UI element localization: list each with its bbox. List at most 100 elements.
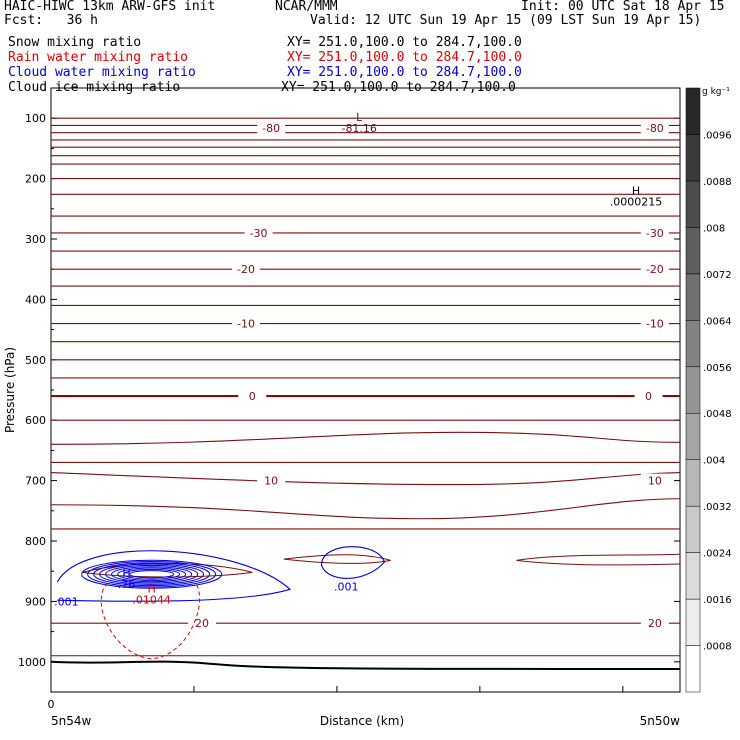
isotherm-label-bg	[187, 616, 216, 630]
cloud-water-contour-right	[320, 546, 385, 579]
colorbar-segment	[685, 645, 701, 693]
colorbar-segment	[685, 227, 701, 275]
isotherm-line	[50, 622, 681, 624]
cloud-water-core-contour	[81, 559, 223, 589]
colorbar-segment	[685, 134, 701, 182]
colorbar-segment	[685, 459, 701, 507]
cloud-water-core-contour	[117, 567, 187, 581]
isotherm-label-bg	[244, 225, 273, 239]
field-xy-snow: XY= 251.0,100.0 to 284.7,100.0	[287, 35, 522, 50]
y-tick-label: 1000	[18, 656, 46, 669]
colorbar-label: .0016	[703, 595, 732, 606]
isotherm-label-bg	[257, 473, 286, 487]
isotherm-line	[50, 285, 681, 287]
isotherm-line	[50, 461, 681, 464]
colorbar-segment	[685, 598, 701, 646]
isotherm-line	[50, 377, 681, 379]
colorbar-segment	[685, 505, 701, 553]
isotherm-line	[50, 268, 681, 271]
terrain-line	[50, 660, 681, 671]
isotherm-label: -20	[237, 263, 255, 276]
y-tick-label: 800	[25, 535, 46, 548]
cloud-water-core-contour	[93, 562, 211, 587]
cloud-water-core-contour	[123, 568, 181, 580]
isotherm-label: -30	[250, 227, 268, 240]
isotherm-line	[50, 419, 681, 422]
isotherm-label: 0	[645, 390, 652, 403]
colorbar-label: .0064	[703, 316, 732, 327]
isotherm-line	[50, 117, 681, 120]
colorbar-label: .0072	[703, 270, 732, 281]
colorbar-label: .008	[703, 223, 725, 234]
extremum-symbol: H	[147, 582, 155, 595]
isotherm-line	[50, 215, 681, 217]
y-axis-label: Pressure (hPa)	[3, 347, 17, 433]
isotherm-line	[50, 177, 681, 180]
colorbar-label: .0056	[703, 363, 732, 374]
y-tick-label: 100	[25, 112, 46, 125]
colorbar-label: .0008	[703, 642, 732, 653]
cloud-water-core-contour	[87, 561, 217, 588]
isotherm-label: -30	[646, 227, 664, 240]
extremum-value: .0000215	[610, 195, 663, 208]
isotherm-label: -80	[262, 122, 280, 135]
isotherm-line	[50, 232, 681, 234]
field-xy-rain: XY= 251.0,100.0 to 284.7,100.0	[287, 50, 522, 65]
isotherm-label-bg	[640, 262, 669, 276]
colorbar-unit: g kg⁻¹	[702, 87, 730, 97]
model-title: HAIC-HIWC 13km ARW-GFS init	[4, 0, 216, 14]
isotherm-line	[50, 472, 681, 486]
isotherm-line	[50, 250, 681, 252]
field-xy-cloud-water: XY= 251.0,100.0 to 284.7,100.0	[287, 65, 522, 80]
isotherm-line	[50, 163, 681, 165]
isotherm-label-bg	[634, 389, 663, 403]
init-time: Init: 00 UTC Sat 18 Apr 15	[521, 0, 725, 14]
forecast-hour: Fcst: 36 h	[4, 13, 98, 28]
x-left-endpoint: 5n54w	[51, 714, 92, 728]
field-label-snow: Snow mixing ratio	[8, 35, 142, 50]
isotherm-label-bg	[640, 120, 669, 134]
colorbar-segment	[685, 180, 701, 228]
colorbar-segment	[685, 87, 701, 135]
isotherm-line	[50, 322, 681, 325]
colorbar-label: .0024	[703, 549, 732, 560]
colorbar-label: .0032	[703, 502, 732, 513]
isotherm-line	[50, 431, 681, 445]
x-right-endpoint: 5n50w	[640, 714, 681, 728]
colorbar-segment	[685, 273, 701, 321]
isotherm-lens	[283, 554, 391, 564]
field-label-cloud-water: Cloud water mixing ratio	[8, 65, 196, 80]
isotherm-label: -10	[237, 318, 255, 331]
org-label: NCAR/MMM	[275, 0, 338, 14]
colorbar-segment	[685, 320, 701, 368]
rain-water-contour	[100, 582, 200, 660]
isotherm-label: -80	[646, 122, 664, 135]
isotherm-line	[50, 654, 681, 657]
isotherm-label: -10	[646, 318, 664, 331]
cloud-water-core-contour	[111, 566, 193, 583]
colorbar-label: .0088	[703, 177, 732, 188]
extremum-value: -81.16	[341, 122, 376, 135]
cloud-water-contour	[56, 550, 292, 602]
y-tick-label: 200	[25, 173, 46, 186]
isotherm-line	[50, 139, 681, 141]
cloud-water-core-contour	[99, 563, 205, 585]
extremum-symbol: L	[356, 111, 363, 124]
isotherm-label-bg	[640, 316, 669, 330]
valid-time: Valid: 12 UTC Sun 19 Apr 15 (09 LST Sun …	[310, 13, 702, 28]
isotherm-label-bg	[640, 616, 669, 630]
isotherm-line	[50, 498, 681, 520]
x-axis-label: Distance (km)	[320, 714, 404, 728]
isotherm-line	[50, 528, 681, 530]
isotherm-label-bg	[640, 473, 669, 487]
isotherm-label: 0	[249, 390, 256, 403]
y-tick-label: 300	[25, 233, 46, 246]
isotherm-line	[50, 154, 681, 157]
extremum-symbol: H	[632, 184, 640, 197]
colorbar-segment	[685, 552, 701, 600]
isotherm-line	[50, 394, 681, 398]
isotherm-lens-right	[516, 553, 681, 566]
isotherm-line	[50, 193, 681, 196]
extremum-symbol: H	[122, 567, 130, 580]
